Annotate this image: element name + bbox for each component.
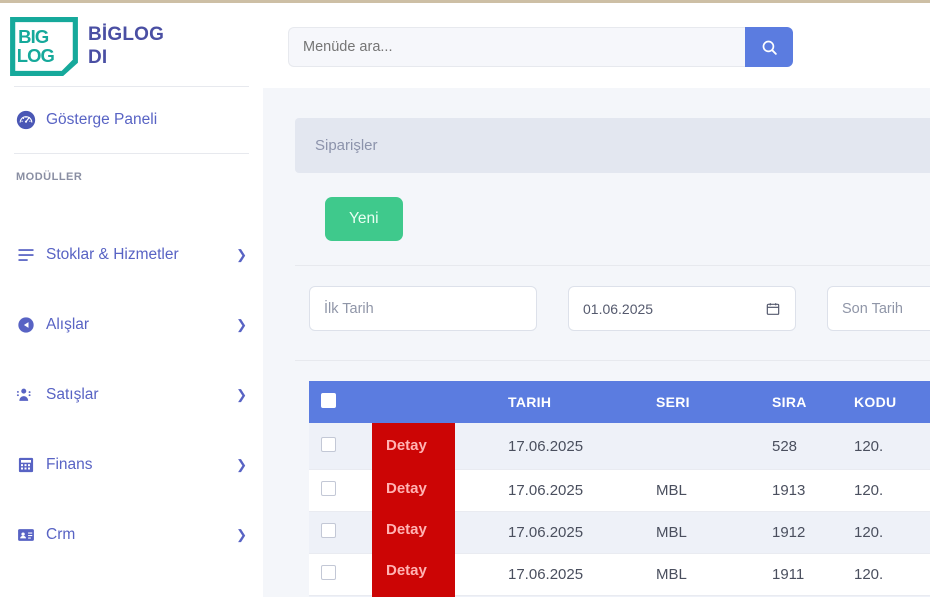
svg-text:BIG: BIG xyxy=(18,26,49,47)
svg-text:LOG: LOG xyxy=(17,45,55,66)
